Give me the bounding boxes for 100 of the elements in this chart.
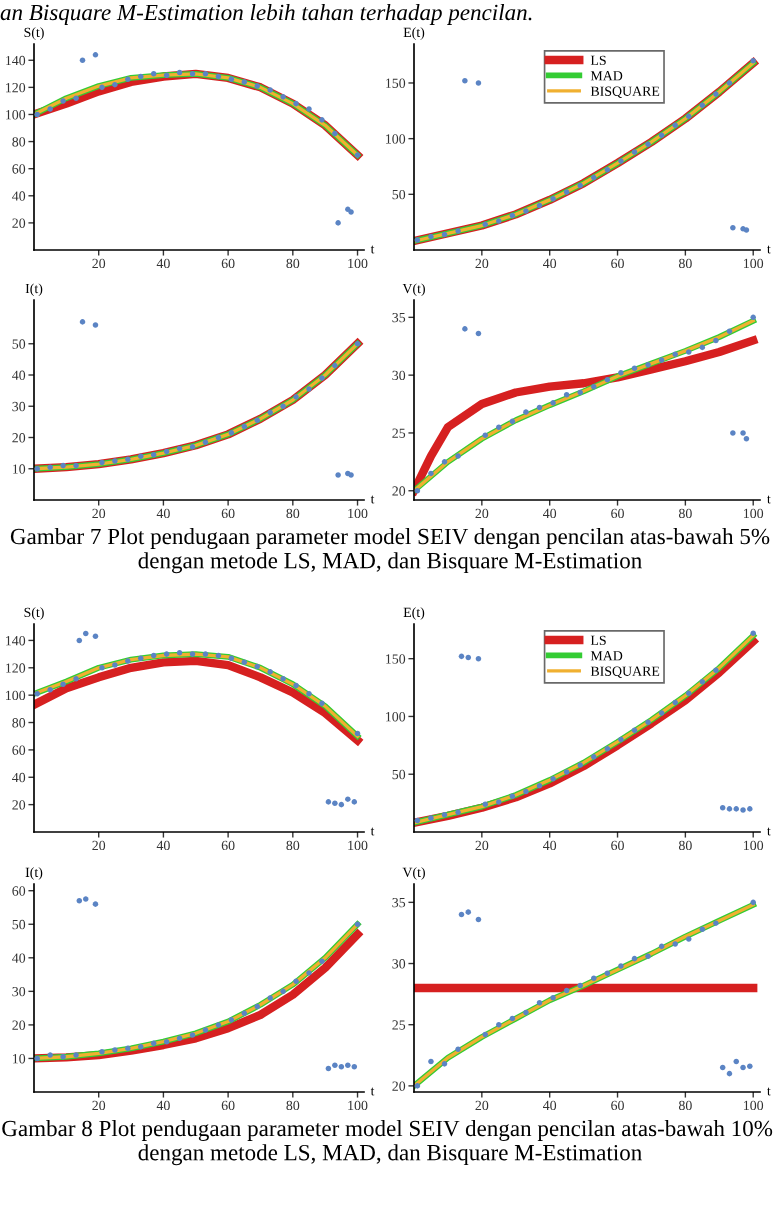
point (462, 77, 468, 84)
point (577, 982, 583, 989)
point (428, 1058, 434, 1065)
point (482, 432, 489, 439)
point (280, 988, 286, 995)
point (76, 898, 83, 904)
point (441, 231, 448, 238)
text: Gambar 7 Plot pendugaan parameter model SEIV dengan pencilan atas-bawah 5% dengan metode LS, MAD, dan Bisquare M-Estimation (10, 528, 770, 574)
point (60, 98, 66, 104)
point (414, 817, 421, 824)
point (176, 445, 183, 452)
point (645, 953, 651, 959)
point (293, 978, 299, 985)
point (163, 651, 170, 657)
point (112, 1047, 118, 1053)
point (428, 233, 434, 240)
point (306, 970, 312, 976)
point (125, 658, 131, 664)
text: Gambar 8 Plot pendugaan parameter model SEIV dengan pencilan atas-bawah 10% dengan metode LS, MAD, dan Bisquare M-Estimation (2, 1120, 773, 1166)
point (351, 1064, 358, 1070)
point (137, 73, 144, 80)
point (604, 746, 611, 752)
point (176, 649, 183, 656)
point (740, 1064, 746, 1071)
point (319, 375, 325, 381)
point (428, 815, 434, 821)
point (645, 719, 651, 725)
point (125, 456, 131, 463)
point (523, 409, 529, 415)
point (47, 1052, 53, 1058)
point (293, 682, 299, 689)
point (523, 1009, 529, 1016)
point (332, 800, 338, 807)
point (577, 389, 583, 396)
point (550, 995, 556, 1001)
point (536, 999, 543, 1006)
point (319, 958, 325, 964)
point (335, 472, 341, 478)
point (228, 1017, 235, 1023)
point (47, 106, 53, 112)
point (685, 349, 692, 355)
point (241, 79, 248, 85)
point (354, 340, 361, 347)
point (254, 83, 261, 89)
point (509, 212, 516, 219)
point (455, 228, 461, 234)
point (685, 113, 692, 120)
point (563, 769, 570, 775)
point (465, 909, 472, 915)
point (743, 435, 750, 442)
point (335, 220, 341, 226)
point (176, 1035, 183, 1042)
point (189, 71, 196, 77)
point (631, 955, 638, 962)
point (618, 158, 624, 164)
point (509, 418, 516, 425)
point (99, 1048, 105, 1055)
point (441, 1061, 448, 1067)
point (699, 344, 706, 351)
point (713, 667, 719, 673)
point (523, 208, 529, 214)
point (750, 899, 756, 906)
point (496, 218, 502, 224)
point (550, 400, 556, 406)
point (658, 943, 665, 950)
point (254, 1003, 261, 1010)
point (726, 80, 733, 86)
point (441, 459, 448, 465)
point (280, 94, 286, 100)
point (319, 700, 325, 707)
point (280, 675, 286, 682)
point (591, 174, 597, 181)
point (672, 351, 678, 358)
point (672, 941, 678, 947)
point (455, 453, 461, 459)
point (79, 319, 86, 325)
point (685, 690, 692, 697)
point (750, 57, 756, 64)
point (740, 807, 746, 813)
point (254, 663, 261, 670)
point (591, 975, 597, 981)
point (577, 762, 583, 768)
point (604, 376, 611, 383)
point (306, 691, 312, 697)
point (475, 80, 482, 86)
point (47, 686, 53, 693)
point (750, 314, 756, 321)
point (730, 430, 736, 436)
point (112, 662, 118, 668)
point (618, 370, 624, 376)
point (631, 149, 638, 155)
point (215, 652, 222, 659)
point (550, 196, 556, 202)
point (563, 189, 570, 195)
point (719, 804, 726, 811)
point (740, 430, 746, 436)
point (267, 995, 273, 1001)
point (189, 444, 196, 450)
point (414, 487, 421, 494)
point (73, 1052, 79, 1058)
